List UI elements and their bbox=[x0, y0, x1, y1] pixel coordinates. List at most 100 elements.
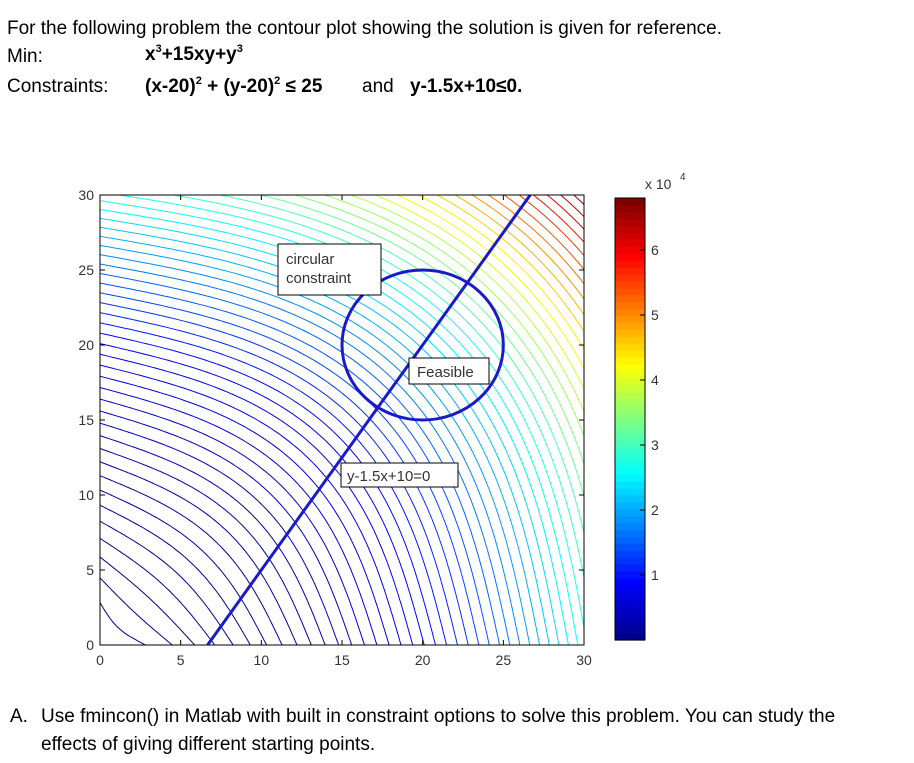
contour-level-6 bbox=[100, 504, 251, 645]
colorbar-step bbox=[615, 564, 645, 572]
problem-intro: For the following problem the contour pl… bbox=[7, 18, 723, 39]
annotation-feasible-text: Feasible bbox=[417, 364, 474, 381]
colorbar-step bbox=[615, 598, 645, 607]
colorbar-tick-label: 1 bbox=[651, 567, 659, 583]
circular-constraint-curve bbox=[340, 268, 505, 422]
linear-constraint-line bbox=[206, 195, 532, 645]
colorbar-step bbox=[615, 488, 645, 496]
colorbar-step bbox=[615, 349, 645, 358]
colorbar-multiplier: x 10 bbox=[645, 176, 672, 192]
colorbar-step bbox=[615, 432, 645, 441]
axis-ticks: 0 5 10 15 20 25 30 0 5 10 15 20 25 30 bbox=[78, 187, 592, 668]
colorbar-step bbox=[615, 612, 645, 620]
and-text: and bbox=[362, 76, 394, 97]
annotation-circular-line2: constraint bbox=[286, 270, 352, 287]
colorbar-tick-label: 2 bbox=[651, 502, 659, 518]
contour-level-48 bbox=[488, 195, 584, 285]
contour-level-47 bbox=[471, 195, 584, 300]
question-text: Use fmincon() in Matlab with built in co… bbox=[41, 706, 836, 755]
colorbar-step bbox=[615, 412, 645, 420]
colorbar-step bbox=[615, 204, 645, 213]
colorbar-step bbox=[615, 474, 645, 482]
y-tick-label: 25 bbox=[78, 262, 94, 278]
y-tick-label: 5 bbox=[86, 562, 94, 578]
colorbar-step bbox=[615, 570, 645, 579]
colorbar-step bbox=[615, 481, 645, 489]
colorbar-step bbox=[615, 211, 645, 220]
constraints-label: Constraints: bbox=[7, 76, 109, 97]
contour-level-42 bbox=[375, 195, 584, 390]
colorbar-step bbox=[615, 515, 645, 524]
colorbar-step bbox=[615, 260, 645, 268]
contour-level-9 bbox=[100, 461, 298, 645]
colorbar-tick-label: 5 bbox=[651, 307, 659, 323]
colorbar-step bbox=[615, 626, 645, 634]
annotation-circular-line1: circular bbox=[286, 251, 334, 268]
colorbar-step bbox=[615, 329, 645, 337]
colorbar-step bbox=[615, 405, 645, 413]
x-tick-label: 0 bbox=[96, 652, 104, 668]
colorbar-step bbox=[615, 398, 645, 406]
x-tick-label: 10 bbox=[254, 652, 270, 668]
colorbar-step bbox=[615, 501, 645, 510]
contour-level-14 bbox=[100, 398, 365, 645]
colorbar-step bbox=[615, 529, 645, 538]
colorbar-step bbox=[615, 384, 645, 392]
colorbar-tick-label: 4 bbox=[651, 372, 659, 388]
colorbar-tick-label: 3 bbox=[651, 437, 659, 453]
y-tick-label: 10 bbox=[78, 487, 94, 503]
contour-level-17 bbox=[100, 364, 402, 645]
colorbar-step bbox=[615, 584, 645, 593]
colorbar-step bbox=[615, 425, 645, 434]
y-tick-label: 0 bbox=[86, 637, 94, 653]
contour-level-20 bbox=[100, 332, 436, 645]
contour-level-49 bbox=[503, 195, 584, 270]
colorbar-step bbox=[615, 301, 645, 310]
colorbar-step bbox=[615, 453, 645, 462]
colorbar-step bbox=[615, 225, 645, 234]
contour-level-4 bbox=[100, 537, 216, 645]
colorbar-step bbox=[615, 633, 645, 641]
colorbar-step bbox=[615, 557, 645, 565]
colorbar-frame bbox=[614, 197, 646, 641]
y-tick-label: 30 bbox=[78, 187, 94, 203]
y-tick-label: 20 bbox=[78, 337, 94, 353]
colorbar-step bbox=[615, 218, 645, 227]
colorbar-step bbox=[615, 356, 645, 365]
colorbar: 1 2 3 4 5 6 bbox=[614, 197, 659, 641]
constraint-curves bbox=[206, 195, 532, 645]
annotation-line: y-1.5x+10=0 bbox=[340, 462, 459, 488]
colorbar-step bbox=[615, 460, 645, 468]
contour-level-26 bbox=[100, 273, 501, 645]
colorbar-step bbox=[615, 280, 645, 289]
contour-level-12 bbox=[100, 422, 340, 645]
colorbar-step bbox=[615, 577, 645, 586]
colorbar-step bbox=[615, 246, 645, 254]
x-tick-label: 20 bbox=[415, 652, 431, 668]
colorbar-step bbox=[615, 439, 645, 448]
colorbar-step bbox=[615, 550, 645, 558]
colorbar-step bbox=[615, 370, 645, 379]
colorbar-step bbox=[615, 605, 645, 613]
contour-level-27 bbox=[100, 263, 511, 645]
x-tick-label: 30 bbox=[576, 652, 592, 668]
colorbar-step bbox=[615, 253, 645, 261]
colorbar-step bbox=[615, 508, 645, 517]
contour-level-54 bbox=[573, 195, 584, 205]
colorbar-step bbox=[615, 543, 645, 551]
colorbar-step bbox=[615, 294, 645, 303]
colorbar-step bbox=[615, 267, 645, 275]
y-tick-label: 15 bbox=[78, 412, 94, 428]
colorbar-tick-label: 6 bbox=[651, 242, 659, 258]
contour-level-53 bbox=[560, 195, 584, 217]
colorbar-step bbox=[615, 536, 645, 544]
circular-constraint-text: (x-20)2 + (y-20)2 ≤ 25 bbox=[145, 75, 323, 98]
contour-level-51 bbox=[533, 195, 584, 243]
colorbar-step bbox=[615, 377, 645, 386]
contour-level-2 bbox=[100, 577, 173, 645]
colorbar-step bbox=[615, 363, 645, 372]
annotation-line-text: y-1.5x+10=0 bbox=[347, 468, 430, 485]
x-tick-label: 25 bbox=[496, 652, 512, 668]
contour-level-46 bbox=[454, 195, 584, 316]
